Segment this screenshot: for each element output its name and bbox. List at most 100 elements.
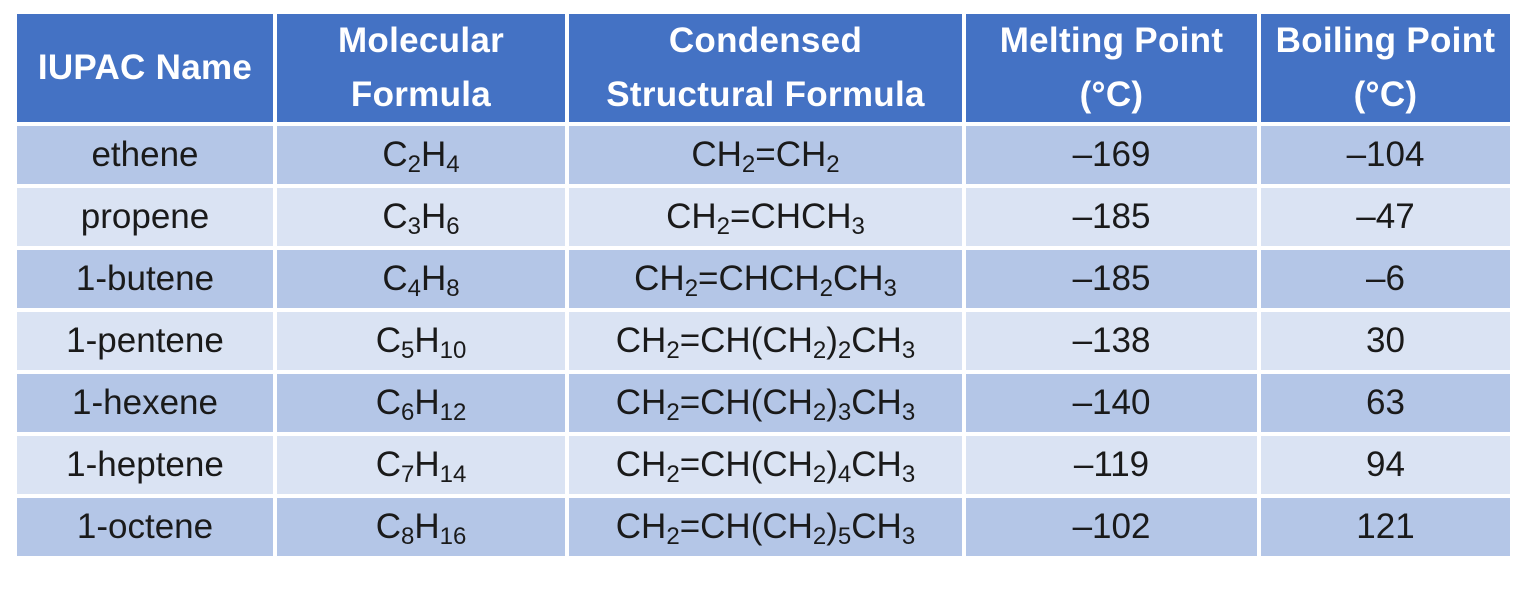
formula-subscript: 2 [813, 399, 826, 426]
cell-condensed-formula: CH2=CH2 [567, 124, 964, 186]
formula-subscript: 2 [742, 151, 755, 178]
formula-subscript: 4 [838, 461, 851, 488]
formula-text: H [421, 197, 446, 236]
cell-melting-point: –138 [964, 310, 1259, 372]
cell-molecular-formula: C2H4 [275, 124, 567, 186]
header-line: Condensed [569, 14, 962, 68]
table-row: 1-hexene C6H12 CH2=CH(CH2)3CH3 –140 63 [15, 372, 1512, 434]
formula-subscript: 14 [440, 461, 467, 488]
formula-subscript: 6 [401, 399, 414, 426]
cell-molecular-formula: C8H16 [275, 496, 567, 558]
cell-iupac-name: 1-butene [15, 248, 275, 310]
header-line: (°C) [1261, 68, 1510, 122]
formula-subscript: 3 [902, 399, 915, 426]
cell-melting-point: –119 [964, 434, 1259, 496]
cell-boiling-point: 121 [1259, 496, 1512, 558]
header-line: Formula [277, 68, 565, 122]
formula-subscript: 2 [685, 275, 698, 302]
header-iupac-name: IUPAC Name [15, 12, 275, 124]
formula-text: H [414, 445, 439, 484]
formula-text: C [376, 445, 401, 484]
table-header: IUPAC Name Molecular Formula Condensed S… [15, 12, 1512, 124]
cell-boiling-point: 63 [1259, 372, 1512, 434]
alkene-properties-table: IUPAC Name Molecular Formula Condensed S… [13, 10, 1514, 560]
header-line: Molecular [277, 14, 565, 68]
formula-subscript: 2 [666, 461, 679, 488]
header-line: Boiling Point [1261, 14, 1510, 68]
cell-molecular-formula: C6H12 [275, 372, 567, 434]
formula-text: =CH [755, 135, 826, 174]
formula-subscript: 8 [401, 523, 414, 550]
formula-subscript: 5 [401, 337, 414, 364]
cell-condensed-formula: CH2=CH(CH2)4CH3 [567, 434, 964, 496]
cell-boiling-point: 30 [1259, 310, 1512, 372]
formula-subscript: 8 [446, 275, 459, 302]
formula-text: =CH(CH [680, 445, 813, 484]
formula-text: =CH(CH [680, 507, 813, 546]
table-row: propene C3H6 CH2=CHCH3 –185 –47 [15, 186, 1512, 248]
formula-subscript: 2 [666, 523, 679, 550]
formula-subscript: 2 [813, 461, 826, 488]
cell-molecular-formula: C5H10 [275, 310, 567, 372]
formula-text: H [414, 383, 439, 422]
formula-text: CH [691, 135, 742, 174]
formula-subscript: 10 [440, 337, 467, 364]
formula-text: ) [826, 445, 838, 484]
formula-subscript: 16 [440, 523, 467, 550]
formula-subscript: 2 [408, 151, 421, 178]
cell-condensed-formula: CH2=CH(CH2)3CH3 [567, 372, 964, 434]
formula-text: CH [616, 321, 667, 360]
cell-condensed-formula: CH2=CH(CH2)2CH3 [567, 310, 964, 372]
formula-subscript: 3 [852, 213, 865, 240]
formula-subscript: 4 [446, 151, 459, 178]
header-row: IUPAC Name Molecular Formula Condensed S… [15, 12, 1512, 124]
formula-text: CH [851, 383, 902, 422]
formula-text: C [382, 135, 407, 174]
formula-subscript: 2 [666, 337, 679, 364]
formula-text: =CH(CH [680, 383, 813, 422]
formula-subscript: 2 [666, 399, 679, 426]
cell-molecular-formula: C3H6 [275, 186, 567, 248]
cell-molecular-formula: C4H8 [275, 248, 567, 310]
cell-boiling-point: –6 [1259, 248, 1512, 310]
formula-text: CH [616, 383, 667, 422]
formula-subscript: 3 [838, 399, 851, 426]
cell-iupac-name: 1-pentene [15, 310, 275, 372]
cell-iupac-name: 1-hexene [15, 372, 275, 434]
formula-text: CH [666, 197, 717, 236]
header-line: IUPAC Name [17, 41, 273, 95]
table-body: ethene C2H4 CH2=CH2 –169 –104 propene C3… [15, 124, 1512, 558]
cell-iupac-name: 1-octene [15, 496, 275, 558]
cell-boiling-point: 94 [1259, 434, 1512, 496]
formula-text: H [414, 507, 439, 546]
table-row: 1-pentene C5H10 CH2=CH(CH2)2CH3 –138 30 [15, 310, 1512, 372]
cell-iupac-name: 1-heptene [15, 434, 275, 496]
formula-text: C [376, 507, 401, 546]
cell-iupac-name: propene [15, 186, 275, 248]
cell-boiling-point: –47 [1259, 186, 1512, 248]
formula-text: C [376, 383, 401, 422]
cell-condensed-formula: CH2=CHCH2CH3 [567, 248, 964, 310]
table-row: 1-butene C4H8 CH2=CHCH2CH3 –185 –6 [15, 248, 1512, 310]
cell-melting-point: –169 [964, 124, 1259, 186]
cell-boiling-point: –104 [1259, 124, 1512, 186]
formula-text: CH [616, 445, 667, 484]
formula-text: C [382, 259, 407, 298]
formula-subscript: 3 [902, 337, 915, 364]
formula-subscript: 2 [813, 337, 826, 364]
formula-subscript: 2 [826, 151, 839, 178]
formula-subscript: 3 [902, 523, 915, 550]
cell-melting-point: –185 [964, 186, 1259, 248]
formula-subscript: 3 [884, 275, 897, 302]
formula-text: CH [833, 259, 884, 298]
formula-text: ) [826, 507, 838, 546]
header-melting-point: Melting Point (°C) [964, 12, 1259, 124]
cell-melting-point: –140 [964, 372, 1259, 434]
formula-subscript: 5 [838, 523, 851, 550]
header-line: Melting Point [966, 14, 1257, 68]
cell-condensed-formula: CH2=CH(CH2)5CH3 [567, 496, 964, 558]
header-line: (°C) [966, 68, 1257, 122]
cell-condensed-formula: CH2=CHCH3 [567, 186, 964, 248]
formula-subscript: 3 [902, 461, 915, 488]
formula-subscript: 2 [717, 213, 730, 240]
